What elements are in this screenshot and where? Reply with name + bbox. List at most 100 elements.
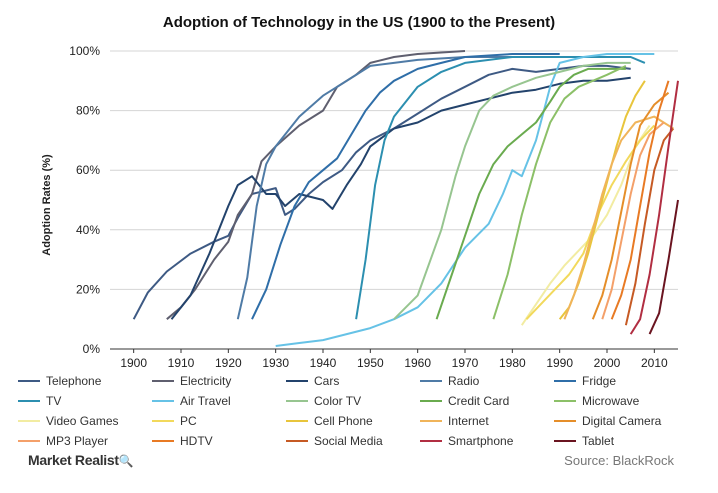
series-line-video-games <box>520 124 651 326</box>
source-note: Source: BlackRock <box>564 453 674 468</box>
legend-label: Digital Camera <box>582 414 662 428</box>
series-line-telephone <box>132 64 631 320</box>
legend-swatch <box>18 440 40 442</box>
x-tick-label: 1920 <box>215 356 242 370</box>
legend-item: Smartphone <box>420 431 554 451</box>
legend-label: Telephone <box>46 374 102 388</box>
legend-item: Cell Phone <box>286 411 420 431</box>
legend-row: Video Games PC Cell Phone Internet Digital C… <box>18 411 698 431</box>
legend-label: Color TV <box>314 394 362 408</box>
y-tick-label: 80% <box>76 104 100 118</box>
legend-swatch <box>152 420 174 422</box>
legend-label: Video Games <box>46 414 119 428</box>
legend-label: Smartphone <box>448 434 514 448</box>
grid <box>110 50 678 290</box>
x-tick-label: 1930 <box>262 356 289 370</box>
legend-item: Tablet <box>554 431 688 451</box>
legend-item: Electricity <box>152 371 286 391</box>
legend-item: HDTV <box>152 431 286 451</box>
x-tick-label: 1960 <box>404 356 431 370</box>
legend-swatch <box>286 380 308 382</box>
legend: Telephone Electricity Cars Radio Fridge TV Air… <box>18 371 698 451</box>
legend-swatch <box>554 420 576 422</box>
series-line-radio <box>236 56 560 320</box>
series-line-tablet <box>648 199 679 335</box>
chart-title: Adoption of Technology in the US (1900 t… <box>162 14 556 31</box>
legend-label: Social Media <box>314 434 383 448</box>
legend-row: MP3 Player HDTV Social Media Smartphone Tabl… <box>18 431 698 451</box>
legend-item: TV <box>18 391 152 411</box>
legend-item: Digital Camera <box>554 411 688 431</box>
x-tick-label: 1990 <box>546 356 573 370</box>
series-line-social-media <box>624 127 675 326</box>
series-lines <box>132 50 679 347</box>
chart-plot: 0% 20% 40% 60% 80% 100% 1900 1910 1920 1930 1940 19… <box>69 44 679 370</box>
legend-item: Microwave <box>554 391 688 411</box>
series-line-credit-card <box>435 67 626 320</box>
legend-swatch <box>554 400 576 402</box>
x-tick-label: 1900 <box>120 356 147 370</box>
legend-label: Electricity <box>180 374 232 388</box>
legend-row: TV Air Travel Color TV Credit Card Microwave <box>18 391 698 411</box>
y-tick-label: 40% <box>76 223 100 237</box>
legend-swatch <box>152 400 174 402</box>
legend-swatch <box>18 400 40 402</box>
legend-item: Telephone <box>18 371 152 391</box>
series-line-mp3-player <box>601 121 665 320</box>
legend-swatch <box>420 420 442 422</box>
series-line-air-travel <box>275 53 655 347</box>
legend-label: PC <box>180 414 197 428</box>
legend-label: Microwave <box>582 394 640 408</box>
legend-swatch <box>554 380 576 382</box>
legend-item: MP3 Player <box>18 431 152 451</box>
legend-swatch <box>554 440 576 442</box>
axes: 0% 20% 40% 60% 80% 100% 1900 1910 1920 1930 1940 19… <box>69 44 678 370</box>
x-tick-label: 2010 <box>641 356 668 370</box>
y-tick-label: 60% <box>76 163 100 177</box>
x-tick-label: 1910 <box>168 356 195 370</box>
magnifier-icon: 🔍 <box>118 454 134 468</box>
legend-swatch <box>286 440 308 442</box>
legend-item: Social Media <box>286 431 420 451</box>
legend-swatch <box>18 420 40 422</box>
x-tick-label: 1970 <box>452 356 479 370</box>
series-line-cars <box>170 76 631 320</box>
series-line-microwave <box>492 64 627 320</box>
x-tick-label: 1980 <box>499 356 526 370</box>
series-line-internet <box>563 115 674 320</box>
legend-item: PC <box>152 411 286 431</box>
legend-label: Tablet <box>582 434 615 448</box>
legend-swatch <box>286 420 308 422</box>
legend-label: Credit Card <box>448 394 510 408</box>
series-line-tv <box>355 56 646 320</box>
legend-swatch <box>18 380 40 382</box>
legend-label: Air Travel <box>180 394 231 408</box>
y-tick-label: 20% <box>76 282 100 296</box>
legend-label: Cars <box>314 374 340 388</box>
legend-item: Air Travel <box>152 391 286 411</box>
legend-swatch <box>152 440 174 442</box>
legend-item: Cars <box>286 371 420 391</box>
legend-row: Telephone Electricity Cars Radio Fridge <box>18 371 698 391</box>
legend-swatch <box>152 380 174 382</box>
legend-label: Fridge <box>582 374 617 388</box>
legend-item: Video Games <box>18 411 152 431</box>
x-tick-label: 1950 <box>357 356 384 370</box>
legend-item: Credit Card <box>420 391 554 411</box>
series-line-color-tv <box>393 61 631 320</box>
legend-swatch <box>286 400 308 402</box>
series-line-hdtv <box>610 80 670 320</box>
brand-text: Market Realist <box>28 452 119 468</box>
x-tick-label: 1940 <box>310 356 337 370</box>
legend-label: MP3 Player <box>46 434 109 448</box>
legend-swatch <box>420 400 442 402</box>
legend-item: Fridge <box>554 371 688 391</box>
legend-label: TV <box>46 394 62 408</box>
legend-item: Radio <box>420 371 554 391</box>
legend-label: HDTV <box>180 434 213 448</box>
series-line-cell-phone <box>558 80 646 320</box>
legend-item: Color TV <box>286 391 420 411</box>
series-line-fridge <box>251 53 560 320</box>
legend-item: Internet <box>420 411 554 431</box>
legend-swatch <box>420 380 442 382</box>
